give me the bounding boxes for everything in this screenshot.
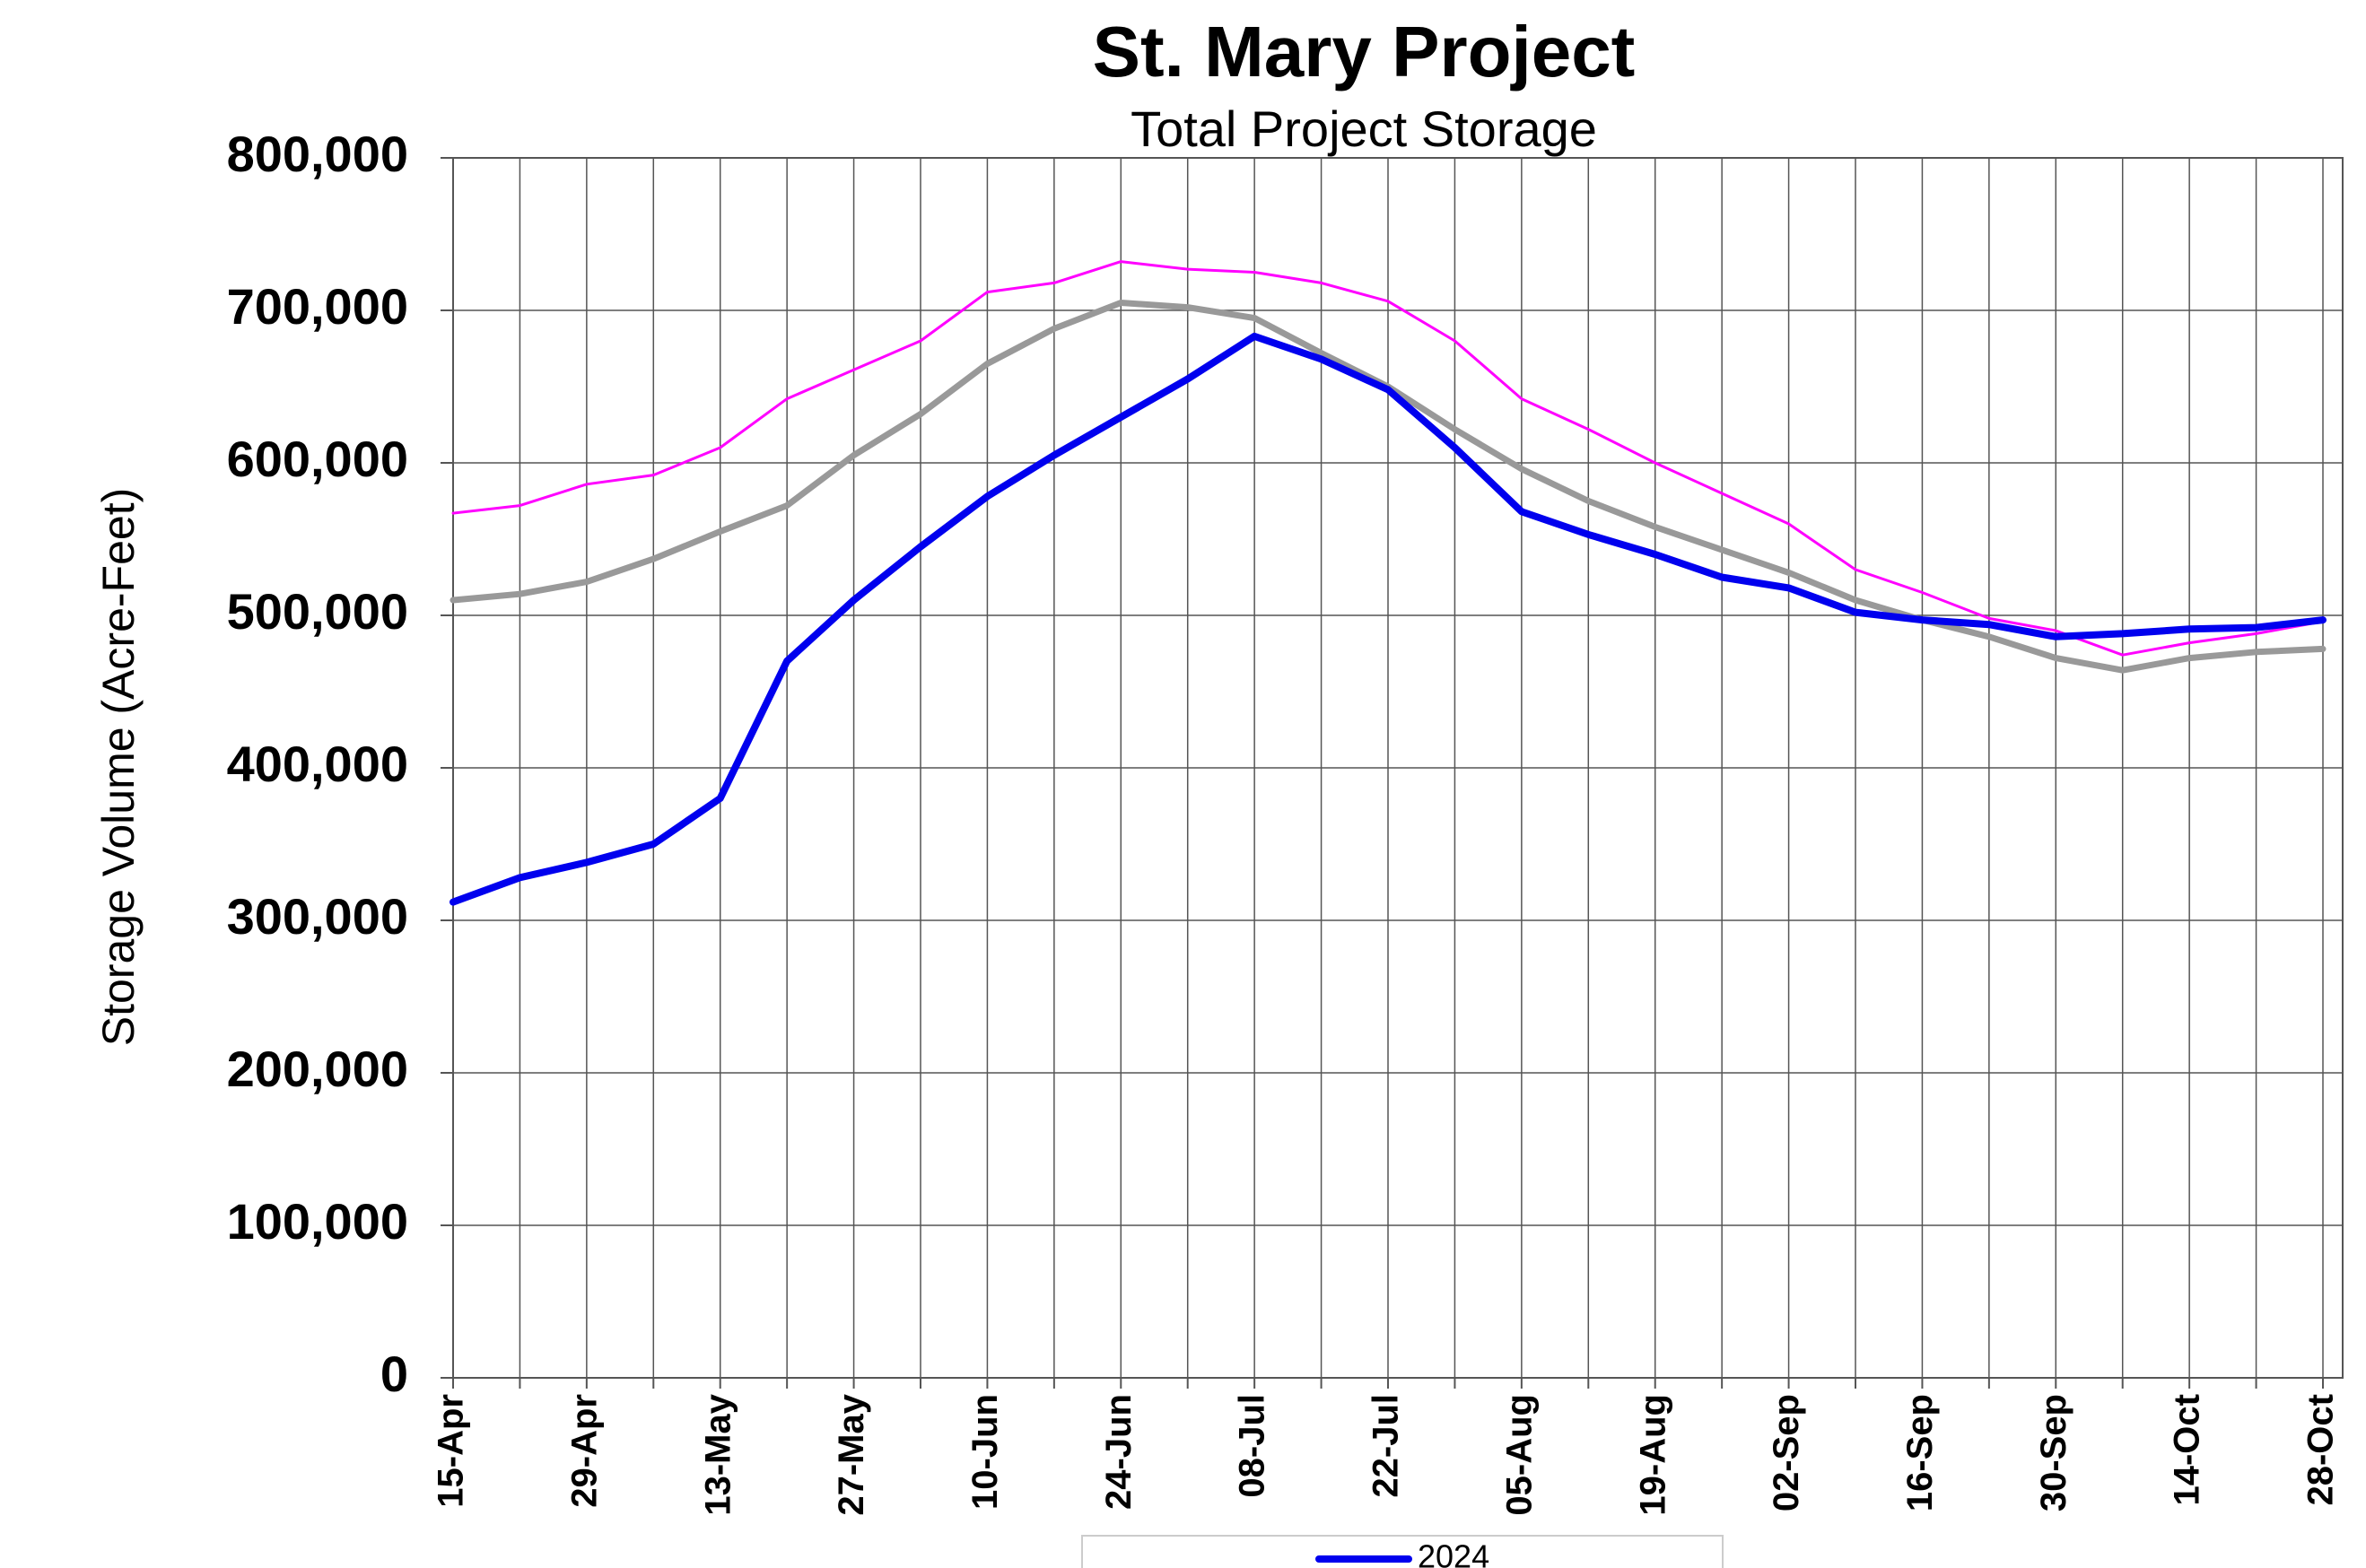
x-tick-label: 02-Sep [1767, 1394, 1806, 1511]
x-tick-label: 16-Sep [1900, 1394, 1940, 1511]
x-tick-label: 29-Apr [564, 1394, 604, 1508]
legend-label: 2024 [1418, 1538, 1489, 1568]
x-tick-label: 24-Jun [1099, 1394, 1139, 1510]
y-tick-label: 200,000 [227, 1041, 408, 1097]
x-tick-label: 08-Jul [1233, 1394, 1272, 1498]
x-tick-label: 13-May [698, 1393, 738, 1515]
x-tick-label: 30-Sep [2034, 1394, 2074, 1511]
legend: 2024 [1081, 1535, 1724, 1568]
x-tick-label: 15-Apr [432, 1394, 471, 1508]
x-tick-label: 27-May [832, 1393, 871, 1515]
x-tick-label: 14-Oct [2168, 1394, 2207, 1506]
x-tick-label: 10-Jun [965, 1394, 1005, 1510]
plot-border [452, 157, 2344, 1379]
y-tick-label: 300,000 [227, 888, 408, 945]
y-tick-label: 800,000 [227, 126, 408, 182]
x-tick-label: 19-Aug [1633, 1394, 1672, 1516]
y-tick-label: 600,000 [227, 431, 408, 487]
series-line [451, 260, 2325, 657]
y-tick-label: 400,000 [227, 736, 408, 792]
y-tick-label: 700,000 [227, 278, 408, 335]
y-axis-label: Storage Volume (Acre-Feet) [93, 488, 144, 1047]
x-tick-label: 22-Jul [1366, 1394, 1406, 1498]
x-tick-label: 28-Oct [2301, 1394, 2341, 1506]
chart-title: St. Mary Project [1093, 12, 1636, 91]
chart-subtitle: Total Project Storage [1131, 100, 1597, 157]
y-tick-label: 0 [380, 1346, 408, 1402]
legend-box [1081, 1535, 1724, 1568]
series-line [450, 332, 2327, 906]
y-tick-label: 100,000 [227, 1193, 408, 1250]
x-tick-label: 05-Aug [1499, 1394, 1539, 1516]
y-tick-label: 500,000 [227, 583, 408, 640]
